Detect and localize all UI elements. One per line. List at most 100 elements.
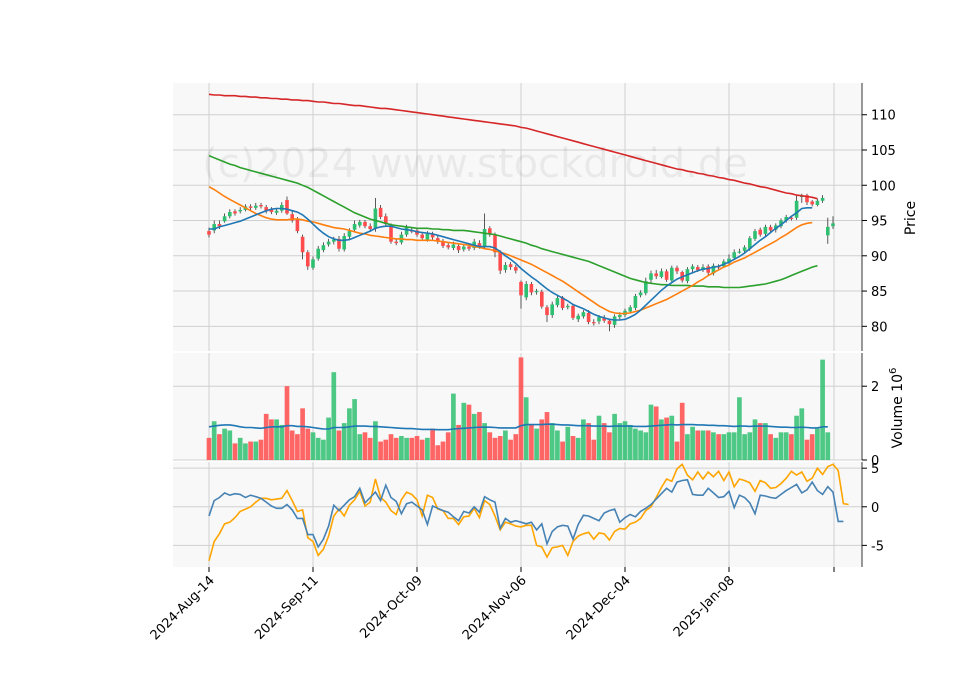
y-tick-label: 5 — [871, 462, 879, 477]
volume-axis-label: Volume 106 — [888, 368, 906, 449]
candle-body — [815, 200, 820, 206]
volume-bar — [274, 419, 279, 460]
volume-bar — [373, 421, 378, 460]
volume-bar — [326, 417, 331, 460]
candle-body — [248, 206, 253, 208]
volume-bar — [269, 419, 274, 460]
candle-body — [222, 216, 227, 222]
candle-body — [436, 238, 440, 242]
volume-bar — [747, 432, 753, 460]
y-tick-label: 85 — [871, 285, 888, 300]
candle-body — [274, 210, 279, 213]
volume-bar — [768, 434, 773, 460]
volume-bar — [487, 432, 493, 460]
oscillator-line-blue — [208, 478, 844, 549]
volume-bar — [263, 413, 269, 460]
volume-bar — [419, 439, 425, 460]
volume-bar — [508, 439, 513, 460]
volume-bar — [513, 434, 519, 460]
volume-bar — [695, 430, 701, 460]
candle-body — [831, 223, 835, 227]
candle-body — [675, 267, 679, 272]
candle-body — [592, 322, 596, 324]
volume-bar — [445, 432, 451, 460]
volume-bar — [591, 439, 597, 460]
volume-bar — [430, 428, 435, 460]
volume-bar — [321, 439, 326, 460]
candle-body — [446, 245, 450, 248]
candle-body — [358, 221, 362, 226]
candle-body — [269, 209, 274, 213]
y-tick-label: 105 — [871, 144, 896, 159]
candle-body — [394, 241, 398, 244]
volume-bar — [289, 430, 295, 460]
candle-body — [337, 238, 341, 249]
volume-bar — [414, 436, 420, 460]
volume-bar — [497, 436, 503, 460]
volume-bar — [534, 428, 539, 460]
y-tick-label: 95 — [871, 215, 888, 230]
price-axis-label: Price — [903, 201, 919, 235]
candle-body — [228, 212, 232, 217]
volume-bar — [773, 437, 779, 460]
x-tick-label: 2024-Nov-06 — [460, 573, 530, 643]
candle-body — [826, 226, 830, 236]
candle-body — [784, 217, 788, 221]
candle-body — [290, 214, 294, 221]
volume-bar — [336, 430, 342, 460]
volume-bar — [627, 424, 633, 460]
y-tick-label: 80 — [871, 320, 888, 335]
volume-bar — [211, 421, 217, 460]
volume-bar — [809, 434, 815, 460]
volume-bar — [305, 428, 311, 460]
candle-body — [649, 273, 653, 280]
volume-bar — [664, 417, 669, 460]
volume-bar — [669, 415, 675, 460]
candle-body — [805, 195, 809, 203]
volume-bar — [679, 402, 685, 460]
volume-bar — [393, 437, 399, 460]
volume-bar — [471, 413, 477, 460]
candle-body — [727, 258, 731, 263]
candle-body — [233, 211, 237, 214]
volume-bar — [690, 426, 695, 460]
volume-bar — [404, 437, 409, 460]
svg-text:Volume 106: Volume 106 — [888, 368, 906, 449]
y-tick-label: 0 — [871, 454, 879, 469]
volume-bar — [783, 432, 789, 460]
candle-body — [581, 312, 586, 317]
candle-body — [779, 220, 783, 227]
volume-bar — [300, 408, 305, 460]
volume-bar — [737, 397, 742, 460]
volume-bar — [705, 430, 711, 460]
candle-body — [441, 240, 445, 246]
candle-body — [670, 267, 674, 281]
volume-bar — [409, 437, 415, 460]
candle-body — [378, 207, 383, 217]
volume-bar — [674, 441, 680, 460]
volume-bar — [648, 404, 654, 460]
candle-body — [217, 224, 222, 227]
candle-body — [732, 252, 736, 258]
volume-bar — [295, 434, 300, 460]
candle-body — [644, 281, 648, 294]
volume-bar — [731, 432, 737, 460]
volume-bar — [560, 441, 565, 460]
candle-body — [467, 246, 471, 249]
volume-bar — [643, 432, 649, 460]
candle-body — [254, 205, 258, 208]
volume-bar — [461, 402, 467, 460]
candle-body — [347, 231, 352, 237]
volume-bar — [700, 430, 706, 460]
candle-body — [212, 224, 216, 231]
candle-body — [690, 266, 695, 270]
volume-bar — [794, 415, 799, 460]
candle-body — [758, 229, 762, 235]
candle-body — [768, 226, 773, 231]
candle-body — [373, 208, 378, 229]
candle-body — [607, 320, 612, 325]
volume-bar — [752, 419, 758, 460]
candle-body — [368, 226, 372, 229]
